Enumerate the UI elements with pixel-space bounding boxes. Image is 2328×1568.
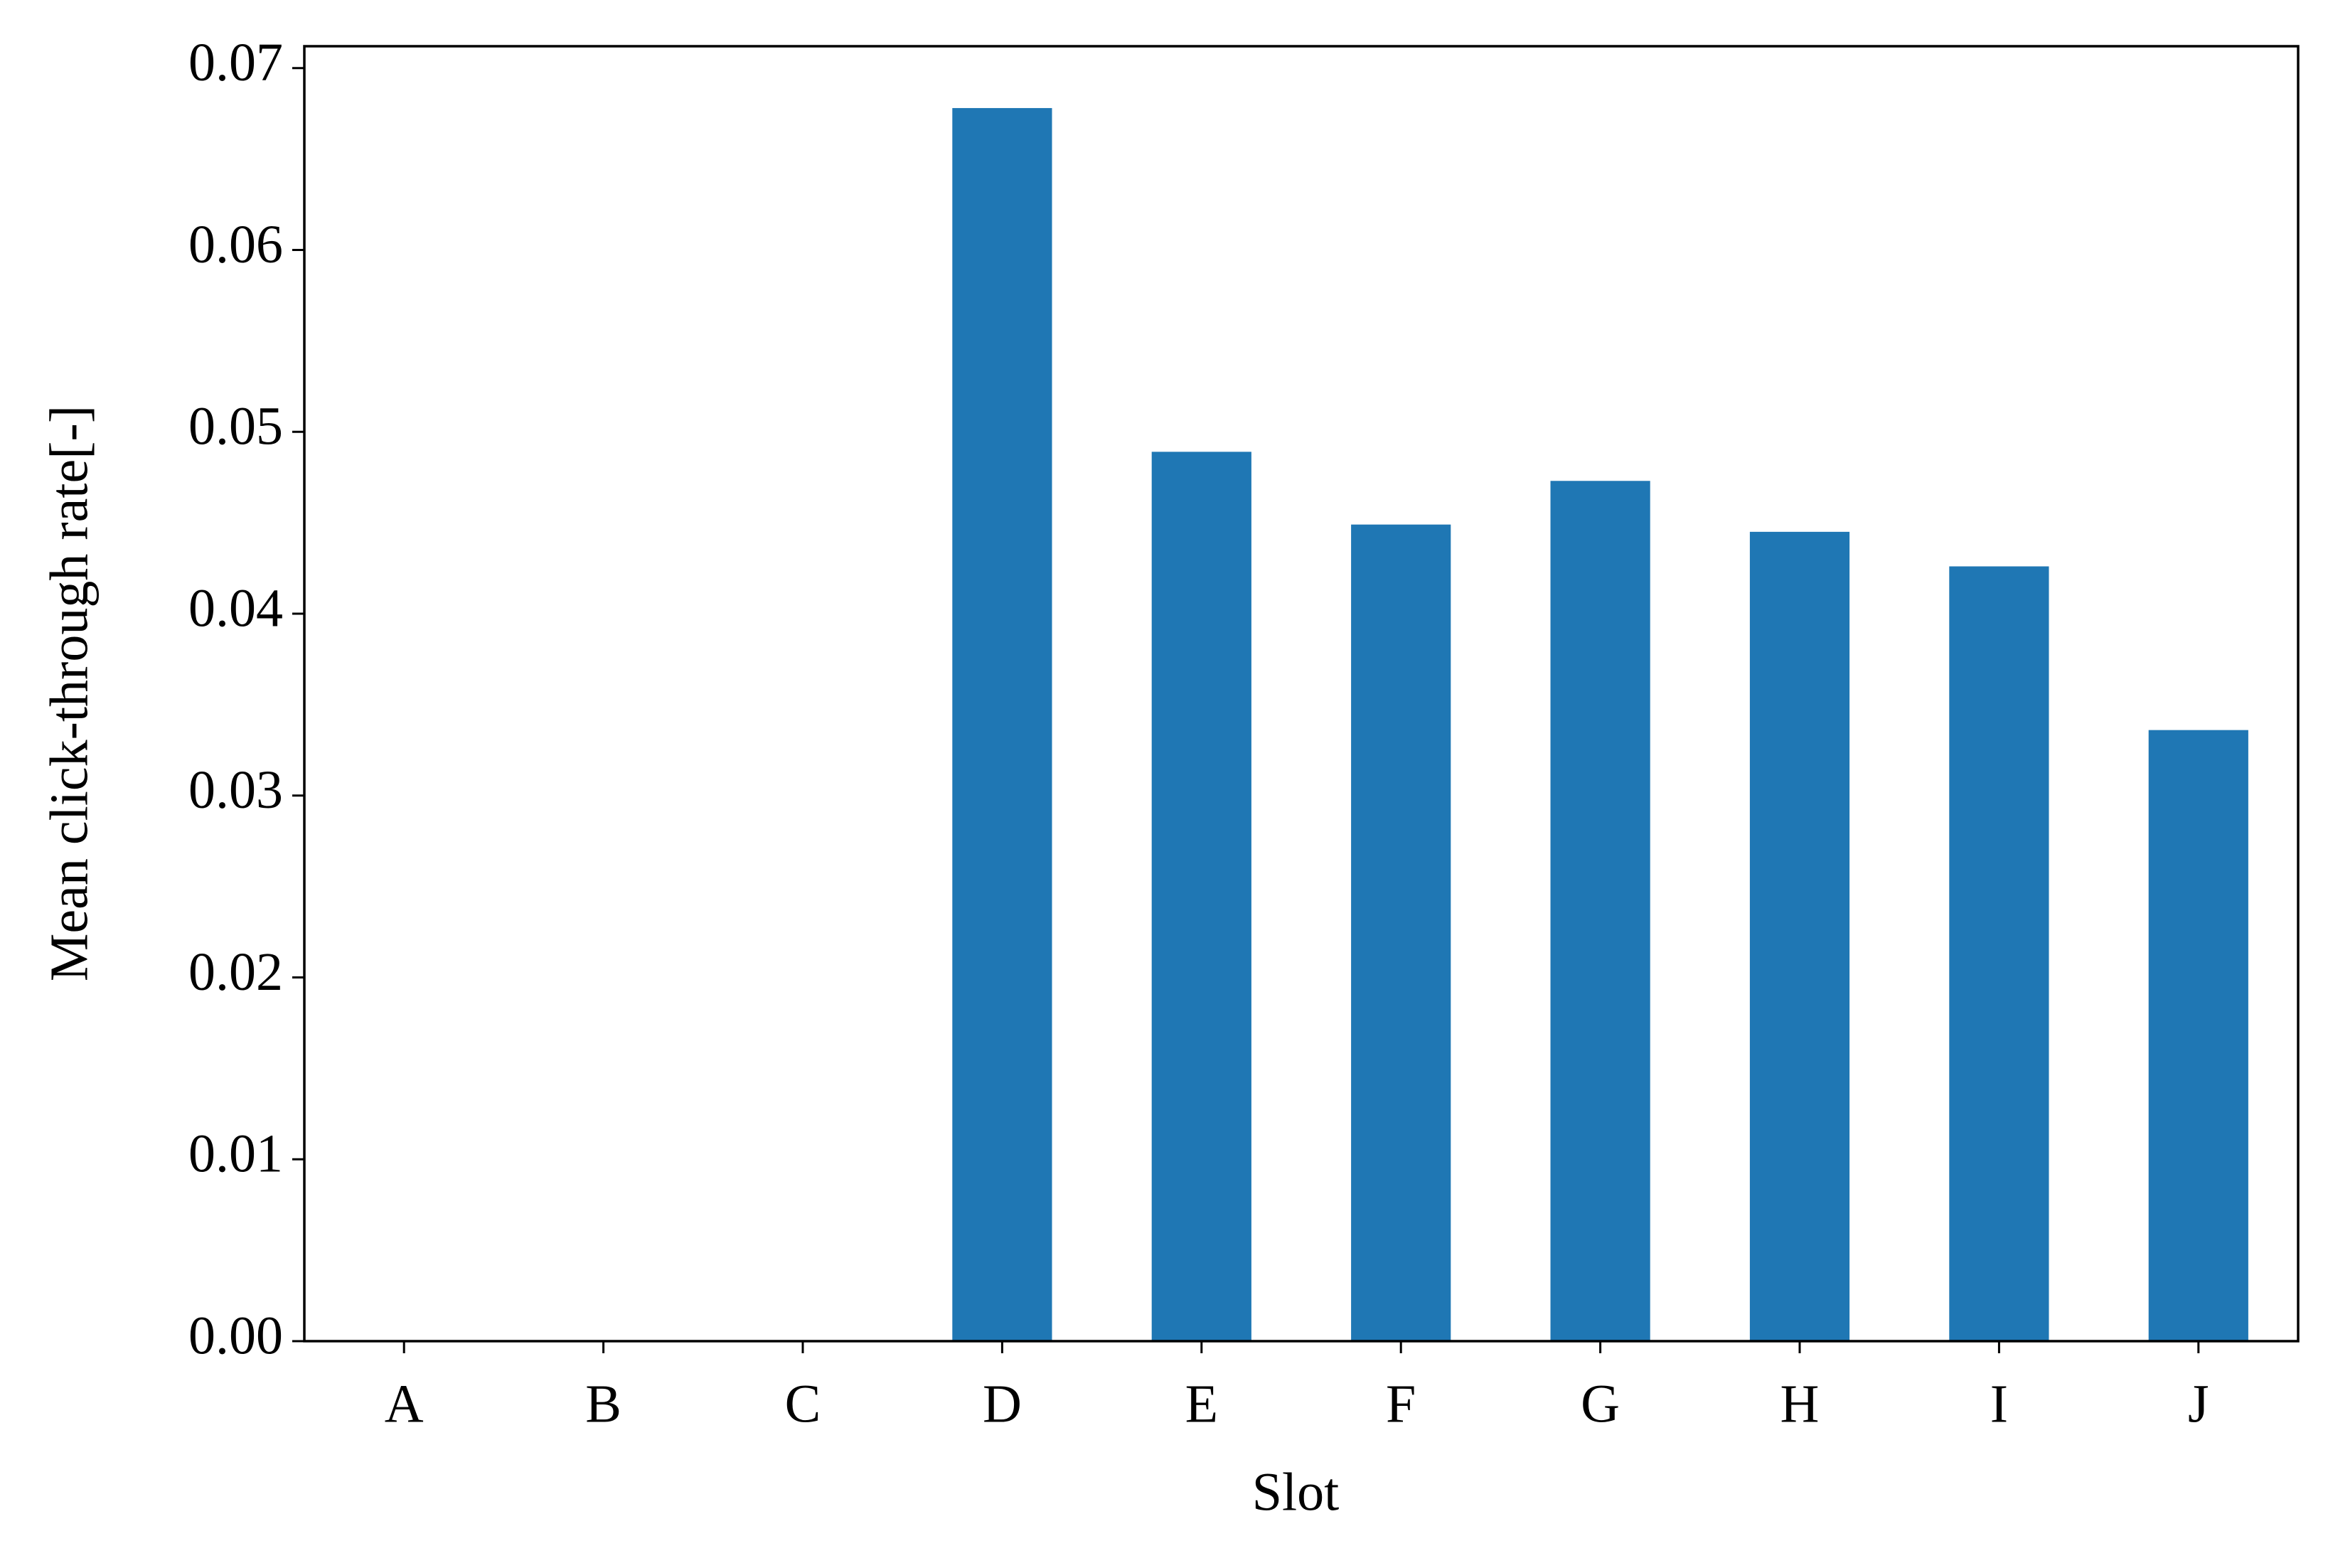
x-tick-label: G — [1581, 1374, 1620, 1434]
x-tick-label: I — [1990, 1374, 2008, 1434]
bar — [1550, 481, 1650, 1341]
y-tick-label: 0.01 — [188, 1124, 283, 1184]
x-tick-label: J — [2188, 1374, 2209, 1434]
x-tick-label: F — [1386, 1374, 1416, 1434]
bar — [1749, 531, 1850, 1341]
y-tick-label: 0.00 — [188, 1306, 283, 1365]
x-tick-label: H — [1780, 1374, 1820, 1434]
y-tick-label: 0.05 — [188, 397, 283, 457]
bar — [952, 107, 1052, 1341]
y-tick-label: 0.04 — [188, 578, 283, 638]
y-axis-label: Mean click-through rate[-] — [39, 405, 99, 981]
y-tick-label: 0.07 — [188, 33, 283, 92]
bar — [1151, 452, 1251, 1341]
x-tick-label: E — [1185, 1374, 1218, 1434]
x-axis-label: Slot — [1252, 1462, 1340, 1522]
bar — [2148, 730, 2248, 1341]
y-tick-label: 0.06 — [188, 215, 283, 274]
y-tick-label: 0.03 — [188, 760, 283, 820]
bar — [1949, 566, 2049, 1341]
x-tick-label: D — [983, 1374, 1022, 1434]
bar — [1351, 524, 1451, 1341]
x-tick-label: A — [385, 1374, 424, 1434]
x-tick-label: B — [585, 1374, 621, 1434]
plot-frame — [303, 45, 2300, 1343]
y-tick-label: 0.02 — [188, 942, 283, 1002]
x-tick-label: C — [785, 1374, 821, 1434]
